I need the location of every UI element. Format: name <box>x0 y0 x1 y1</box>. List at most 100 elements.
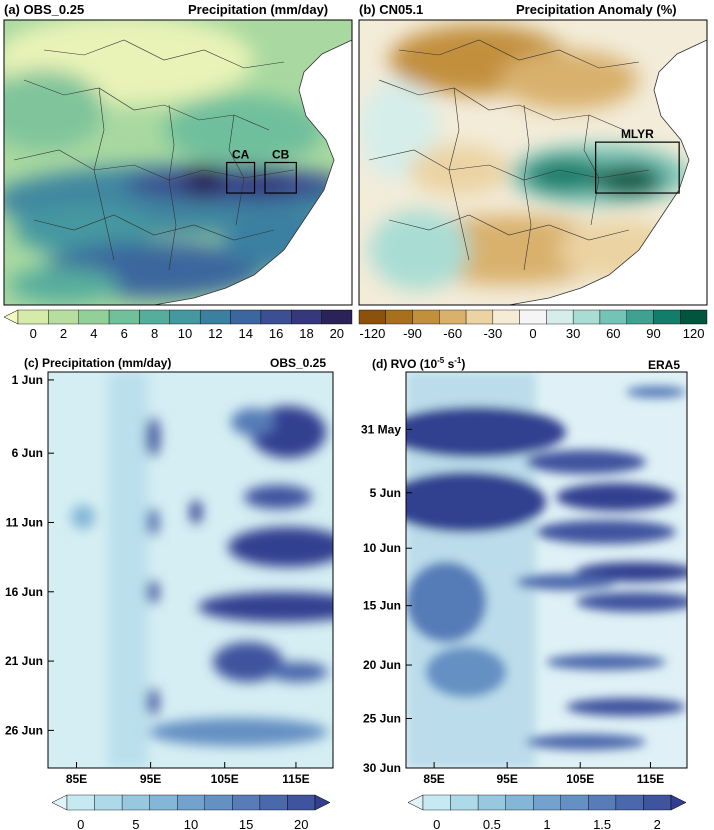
colorbar-c-tick-label: 15 <box>239 817 253 830</box>
panel-d-title-unit: s <box>444 357 455 371</box>
colorbar-d-swatch <box>450 794 479 811</box>
panel-d: 85E 95E 105E 115E 31 May 5 Jun 10 Jun 15 Jun 20 … <box>361 371 688 786</box>
panel-c-xtick-label: 105E <box>211 772 239 786</box>
panel-d-frame <box>405 371 688 769</box>
colorbar-a-tick-label: 12 <box>208 326 222 341</box>
panel-a-coastline <box>153 39 353 306</box>
colorbar-c-swatch <box>204 794 233 811</box>
colorbar-c: 0 5 10 15 20 <box>51 794 331 830</box>
colorbar-b-swatch <box>412 309 440 325</box>
colorbar-c-tick-label: 5 <box>132 817 139 830</box>
colorbar-d: 0 0.5 1 1.5 2 <box>407 794 687 830</box>
panel-d-ytick-label: 10 Jun <box>363 541 401 555</box>
panel-b-boxes: MLYR <box>595 127 680 194</box>
panel-d-xtick-label: 115E <box>637 772 664 786</box>
colorbar-d-swatch <box>643 794 672 811</box>
colorbar-b-swatch <box>572 309 601 325</box>
panel-d-title-close: ) <box>461 357 466 371</box>
colorbar-a-swatch <box>17 309 49 325</box>
panel-b-title: (b) CN05.1 <box>359 2 424 17</box>
colorbar-d-swatch <box>588 794 617 811</box>
colorbar-a-tick-label: 14 <box>238 326 252 341</box>
panel-a-borders <box>13 39 295 271</box>
panel-a-map: CA CB <box>3 19 353 306</box>
colorbar-b-swatch <box>519 309 547 325</box>
panel-c-xtick-label: 85E <box>66 772 87 786</box>
panel-a: CA CB <box>3 19 353 306</box>
panel-b: MLYR <box>358 19 708 306</box>
colorbar-c-swatch <box>66 794 95 811</box>
colorbar-d-tick-label: 2 <box>654 817 661 830</box>
panel-a-title: (a) OBS_0.25 <box>4 2 85 17</box>
panel-a-box-ca <box>226 161 256 194</box>
colorbar-c-swatch <box>94 794 123 811</box>
colorbar-c-swatch <box>121 794 150 811</box>
panel-c-field <box>48 372 333 768</box>
panel-d-title-main: (d) RVO (10 <box>372 357 438 371</box>
panel-d-plot: 85E 95E 105E 115E 31 May 5 Jun 10 Jun 15 Jun 20 … <box>361 371 688 786</box>
colorbar-c-tick-label: 10 <box>184 817 198 830</box>
colorbar-a-swatch <box>230 309 262 325</box>
colorbar-b-tick-label: 120 <box>683 326 705 341</box>
panel-b-subtitle: Precipitation Anomaly (%) <box>516 2 677 17</box>
panel-c-xtick-label: 115E <box>282 772 309 786</box>
colorbar-b-swatch <box>385 309 413 325</box>
panel-a-subtitle: Precipitation (mm/day) <box>188 2 329 17</box>
panel-d-subtitle: ERA5 <box>648 358 681 372</box>
panel-c-subtitle: OBS_0.25 <box>270 356 327 370</box>
panel-a-boxes: CA CB <box>226 148 297 194</box>
panel-b-map: MLYR <box>358 19 708 306</box>
colorbar-b-tick-label: -120 <box>359 326 385 341</box>
colorbar-d-tick-label: 0 <box>433 817 440 830</box>
panel-d-xtick-label: 95E <box>496 772 517 786</box>
colorbar-a-swatch <box>78 309 110 325</box>
colorbar-a-swatch <box>139 309 171 325</box>
colorbar-c-swatch <box>177 794 205 811</box>
colorbar-a-tick-label: 8 <box>151 326 158 341</box>
colorbar-c-tick-label: 20 <box>294 817 308 830</box>
colorbar-b-swatch <box>546 309 574 325</box>
colorbar-a-swatch <box>291 309 322 325</box>
panel-c-ytick-label: 21 Jun <box>5 654 43 668</box>
colorbar-b-swatch <box>492 309 520 325</box>
panel-a-box-label-ca: CA <box>232 148 250 162</box>
panel-b-coastline <box>508 39 708 306</box>
panel-d-axes: 85E 95E 105E 115E 31 May 5 Jun 10 Jun 15 Jun 20 … <box>361 422 664 786</box>
panel-a-field <box>4 20 352 305</box>
panel-d-title-exp2: -1 <box>454 356 462 365</box>
colorbar-b-swatch <box>439 309 467 325</box>
panel-d-xtick-label: 105E <box>566 772 594 786</box>
colorbar-a-end-left <box>3 309 19 325</box>
colorbar-b-tick-label: 60 <box>606 326 620 341</box>
colorbar-b-swatch <box>465 309 494 325</box>
colorbar-a-tick-label: 20 <box>330 326 344 341</box>
panel-c-ytick-label: 26 Jun <box>5 723 43 737</box>
colorbar-d-swatch <box>560 794 589 811</box>
colorbar-b-swatch <box>358 309 386 325</box>
colorbar-b-swatch <box>653 309 681 325</box>
colorbar-a-tick-label: 4 <box>90 326 97 341</box>
colorbar-a-swatch <box>108 309 140 325</box>
colorbar-c-end-right <box>314 794 331 811</box>
colorbar-a-swatch <box>48 309 79 325</box>
panel-a-box-label-cb: CB <box>272 148 290 162</box>
panel-b-box-label-mlyr: MLYR <box>621 127 654 141</box>
colorbar-a-tick-label: 0 <box>30 326 37 341</box>
colorbar-d-swatch <box>422 794 451 811</box>
panel-b-box-mlyr <box>595 141 680 194</box>
colorbar-b-swatch <box>599 309 627 325</box>
colorbar-a: 0 2 4 6 8 10 12 14 16 18 20 <box>3 309 353 341</box>
colorbar-a-swatch <box>321 309 353 325</box>
colorbar-d-end-right <box>670 794 687 811</box>
colorbar-b-swatch <box>680 309 708 325</box>
colorbar-d-tick-label: 0.5 <box>483 817 501 830</box>
colorbar-a-swatch <box>169 309 201 325</box>
panel-c-ytick-label: 1 Jun <box>12 373 43 387</box>
colorbar-b-tick-label: -30 <box>483 326 502 341</box>
colorbar-a-tick-label: 2 <box>60 326 67 341</box>
panel-d-ytick-label: 5 Jun <box>370 486 401 500</box>
panel-c-frame <box>47 371 334 769</box>
colorbar-a-swatch <box>199 309 231 325</box>
panel-a-frame <box>3 19 353 306</box>
panel-c-xtick-label: 95E <box>140 772 161 786</box>
